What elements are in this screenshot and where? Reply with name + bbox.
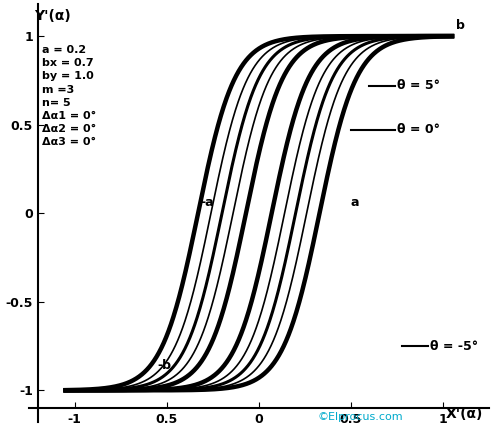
Text: θ = 5°: θ = 5° [397, 79, 440, 92]
Text: ©Elprocus.com: ©Elprocus.com [317, 412, 403, 422]
Text: a = 0.2
bx = 0.7
by = 1.0
m =3
n= 5
Δα1 = 0°
Δα2 = 0°
Δα3 = 0°: a = 0.2 bx = 0.7 by = 1.0 m =3 n= 5 Δα1 … [41, 45, 96, 147]
Text: Y'(α): Y'(α) [35, 10, 71, 23]
Text: θ = 0°: θ = 0° [397, 123, 440, 136]
Text: b: b [456, 19, 464, 32]
Text: -b: -b [158, 359, 172, 372]
Text: X'(α): X'(α) [446, 407, 483, 420]
Text: -a: -a [200, 196, 213, 209]
Text: θ = -5°: θ = -5° [430, 339, 478, 352]
Text: a: a [351, 196, 359, 209]
